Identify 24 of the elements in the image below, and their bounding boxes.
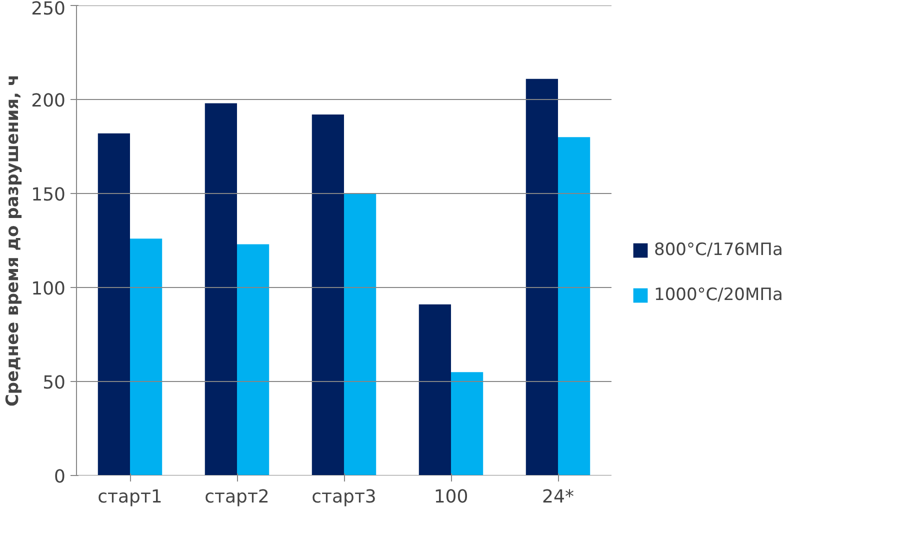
y-tick-label: 50 <box>42 372 66 394</box>
bar <box>204 103 237 476</box>
y-tick-label: 0 <box>54 466 66 488</box>
x-tick-label: 24* <box>542 486 574 508</box>
bar <box>344 194 376 476</box>
x-tick-label: 100 <box>434 486 468 508</box>
bar <box>237 244 270 476</box>
y-axis-title: Среднее время до разрушения, ч <box>3 74 24 407</box>
bar <box>130 238 162 476</box>
bar <box>451 372 484 476</box>
x-tick-label: старт3 <box>312 486 376 508</box>
legend-label: 800°C/176МПа <box>654 240 783 260</box>
bar <box>526 78 558 476</box>
bar <box>98 133 130 476</box>
x-tick-label: старт2 <box>204 486 270 508</box>
bar <box>558 137 590 476</box>
legend-label: 1000°C/20МПа <box>654 285 783 305</box>
x-tick-label: старт1 <box>98 486 162 508</box>
y-tick-label: 150 <box>31 184 66 206</box>
bar <box>312 114 344 476</box>
y-tick-label: 100 <box>31 278 66 300</box>
y-tick-label: 200 <box>31 90 66 112</box>
y-tick-label: 250 <box>31 0 66 20</box>
bar <box>418 304 451 476</box>
